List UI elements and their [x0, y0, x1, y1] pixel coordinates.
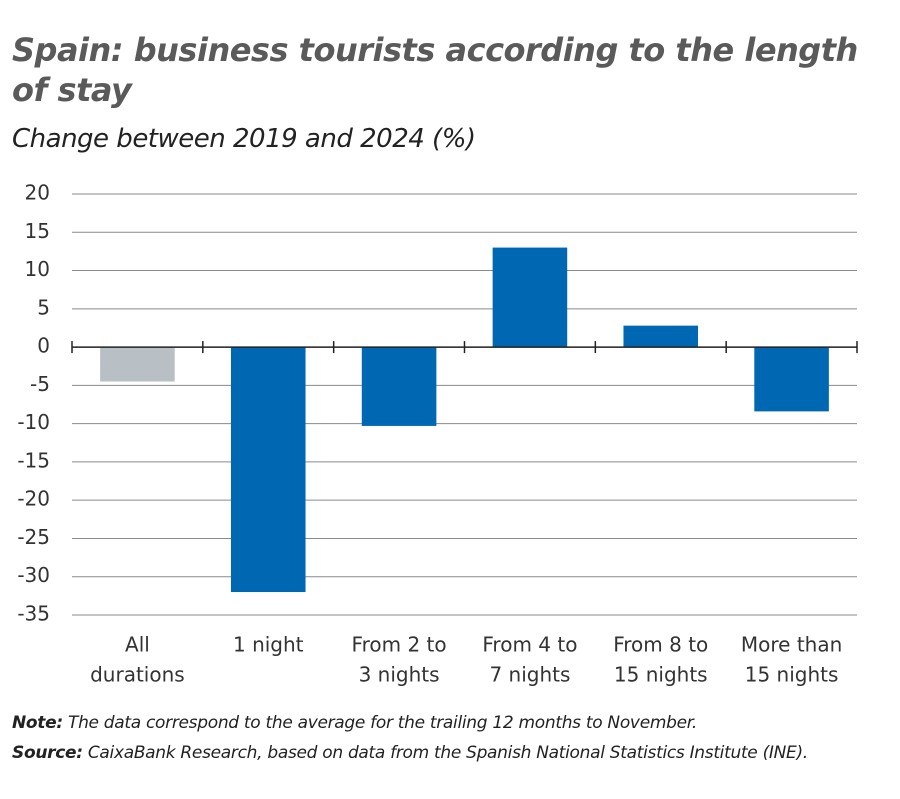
source-label: Source:: [12, 743, 83, 763]
bar: [492, 247, 568, 348]
note: Note: The data correspond to the average…: [12, 713, 697, 733]
x-tick-label: All: [125, 633, 150, 657]
chart: 20 15 10 5 0 -5 -10 -15 -20 -25 -30 -35 All durations…: [17, 181, 858, 687]
x-tick-label: 15 nights: [745, 663, 839, 687]
source-text: CaixaBank Research, based on data from t…: [87, 743, 808, 763]
source: Source: CaixaBank Research, based on dat…: [12, 743, 808, 763]
bar: [361, 347, 437, 426]
y-tick-label: -10: [17, 410, 50, 434]
y-tick-label: -35: [17, 602, 50, 626]
x-tick-label: More than: [741, 633, 842, 657]
x-tick-label: 7 nights: [489, 663, 570, 687]
bar: [230, 347, 306, 593]
x-tick-label: durations: [90, 663, 185, 687]
y-tick-label: -30: [17, 563, 50, 587]
bar: [100, 347, 175, 382]
y-tick-label: -5: [30, 372, 50, 396]
x-tick-label: 1 night: [233, 633, 304, 657]
y-tick-label: 10: [25, 257, 50, 281]
x-tick-label: 3 nights: [359, 663, 440, 687]
y-tick-label: 0: [37, 334, 50, 358]
x-tick-label: 15 nights: [614, 663, 708, 687]
chart-title: Spain: business tourists according to th…: [12, 31, 858, 109]
y-tick-label: 20: [25, 181, 50, 205]
bar: [623, 325, 699, 348]
note-text: The data correspond to the average for t…: [67, 713, 697, 733]
y-tick-label: -20: [17, 487, 50, 511]
x-tick-label: From 8 to: [613, 633, 708, 657]
x-tick-label: From 2 to: [352, 633, 447, 657]
y-tick-label: 15: [25, 219, 50, 243]
chart-subtitle: Change between 2019 and 2024 (%): [12, 124, 476, 154]
y-tick-label: 5: [37, 295, 50, 319]
note-label: Note:: [12, 713, 63, 733]
y-tick-label: -25: [17, 525, 50, 549]
x-tick-label: From 4 to: [482, 633, 577, 657]
bar: [754, 347, 829, 412]
y-tick-label: -15: [17, 448, 50, 472]
